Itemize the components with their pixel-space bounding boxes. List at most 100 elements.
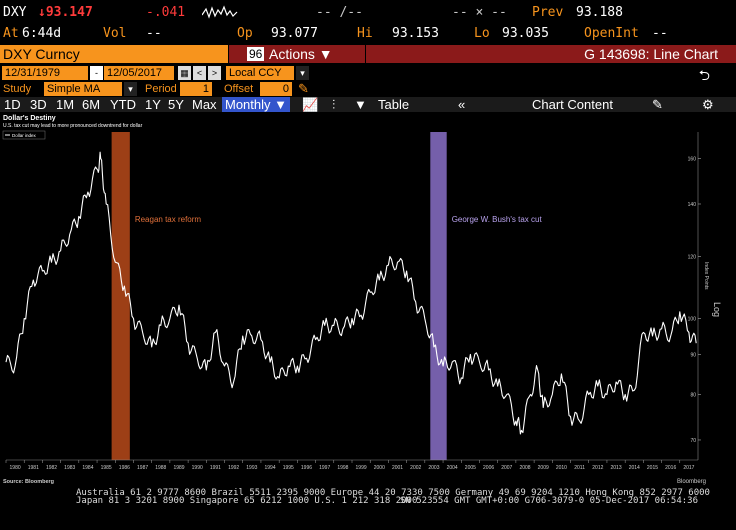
study-bar: Study Simple MA ▾ Period 1 Offset 0 ✎ [0,81,736,97]
at-value: 6:44d [22,26,62,41]
bar-type-icon[interactable]: ⫶ [332,97,336,112]
vol-label: Vol [103,26,127,41]
footer-session-line: SN 523554 GMT GMT+0:00 G706-3079-0 05-De… [400,496,699,506]
high-label: Hi [357,26,373,41]
y-tick-label: 160 [688,157,697,163]
chart-source: Source: Bloomberg [3,479,54,485]
x-tick-label: 1983 [64,465,75,471]
table-button[interactable]: Table [378,97,410,112]
collapse-icon[interactable]: « [458,97,466,112]
step-forward-icon[interactable]: > [208,66,221,80]
open-value: 93.077 [271,26,318,41]
prev-value: 93.188 [576,5,623,20]
at-label: At [3,26,19,41]
start-date-field[interactable]: 12/31/1979 [2,66,88,80]
x-tick-label: 2011 [574,465,585,471]
y-tick-label: 80 [690,393,696,399]
chart-subtitle: U.S. tax cut may lead to more pronounced… [3,123,143,129]
chart-type-dropdown-icon[interactable]: ▼ [354,97,367,112]
range-3d[interactable]: 3D [30,97,47,112]
x-tick-label: 1994 [264,465,275,471]
y-tick-label: 140 [688,202,697,208]
last-price: ↓93.147 [38,5,93,20]
low-label: Lo [474,26,490,41]
period-input[interactable]: 1 [180,82,212,96]
x-tick-label: 2017 [683,465,694,471]
x-tick-label: 1993 [246,465,257,471]
x-tick-label: 2000 [374,465,385,471]
back-arrow-icon[interactable]: ⮌ [698,67,710,83]
x-tick-label: 2007 [501,465,512,471]
x-tick-label: 2015 [647,465,658,471]
range-1d[interactable]: 1D [4,97,21,112]
period-label: Period [145,83,177,95]
scale-label[interactable]: Log [712,302,722,317]
chart-content-button[interactable]: Chart Content [532,97,613,112]
currency-select[interactable]: Local CCY [226,66,294,80]
x-tick-label: 1996 [301,465,312,471]
chart-area: Dollar's Destiny U.S. tax cut may lead t… [0,112,736,488]
x-tick-label: 1985 [101,465,112,471]
x-tick-label: 1992 [228,465,239,471]
open-label: Op [237,26,253,41]
actions-menu[interactable]: 96 Actions ▼ [229,45,365,63]
range-1m[interactable]: 1M [56,97,75,112]
range-max[interactable]: Max [192,97,217,112]
x-tick-label: 1999 [356,465,367,471]
study-label: Study [3,83,32,95]
dollar-index-line [5,151,697,435]
x-tick-label: 1980 [10,465,21,471]
title-bar: DXY Curncy 96 Actions ▼ G 143698: Line C… [0,44,736,65]
x-tick-label: 2002 [410,465,421,471]
x-tick-label: 2010 [556,465,567,471]
study-select[interactable]: Simple MA [44,82,122,96]
x-tick-label: 2009 [538,465,549,471]
x-tick-label: 1995 [283,465,294,471]
study-dropdown-icon[interactable]: ▾ [124,82,137,96]
price-change: -.041 [146,5,186,20]
annotation-label-1: George W. Bush's tax cut [452,215,543,224]
y-axis-label: Index Points [703,262,709,290]
openint-label: OpenInt [584,26,639,41]
x-tick-label: 2003 [428,465,439,471]
x-tick-label: 1989 [173,465,184,471]
pencil-icon[interactable]: ✎ [298,81,309,96]
ticker-symbol[interactable]: DXY [3,5,27,20]
x-tick-label: 1998 [337,465,348,471]
footer-phone-line-2: Japan 81 3 3201 8900 Singapore 65 6212 1… [76,496,418,506]
step-back-icon[interactable]: < [193,66,206,80]
calendar-icon[interactable]: ▦ [178,66,191,80]
offset-label: Offset [224,83,254,95]
edit-icon[interactable]: ✎ [652,97,663,112]
security-name[interactable]: DXY Curncy [0,45,228,63]
annotation-band-0 [111,132,130,460]
currency-dropdown-icon[interactable]: ▾ [296,66,309,80]
chart-brand: Bloomberg [677,479,706,485]
frequency-select[interactable]: Monthly ▼ [222,97,290,112]
chart-id: G 143698: Line Chart [366,45,736,63]
x-tick-label: 1986 [119,465,130,471]
annotation-band-1 [430,132,447,460]
x-tick-label: 1991 [210,465,221,471]
x-tick-label: 1981 [28,465,39,471]
offset-input[interactable]: 0 [260,82,292,96]
gear-icon[interactable]: ⚙ [702,97,714,112]
quote-bar: DXY ↓93.147 -.041 -- /-- -- × -- Prev 93… [0,0,736,24]
x-tick-label: 1990 [192,465,203,471]
x-tick-label: 2004 [447,465,458,471]
openint-value: -- [652,26,668,41]
line-chart-icon[interactable]: 📈 [302,97,319,112]
range-ytd[interactable]: YTD [110,97,136,112]
x-tick-label: 1988 [155,465,166,471]
range-5y[interactable]: 5Y [168,97,184,112]
annotation-label-0: Reagan tax reform [135,215,202,224]
range-6m[interactable]: 6M [82,97,101,112]
bid-ask-ask: -- × -- [452,5,507,20]
x-tick-label: 1982 [46,465,57,471]
x-tick-label: 1987 [137,465,148,471]
end-date-field[interactable]: 12/05/2017 [104,66,174,80]
y-tick-label: 70 [690,438,696,444]
range-1y[interactable]: 1Y [145,97,161,112]
line-chart: Dollar's Destiny U.S. tax cut may lead t… [0,112,736,488]
date-separator: - [90,66,103,80]
